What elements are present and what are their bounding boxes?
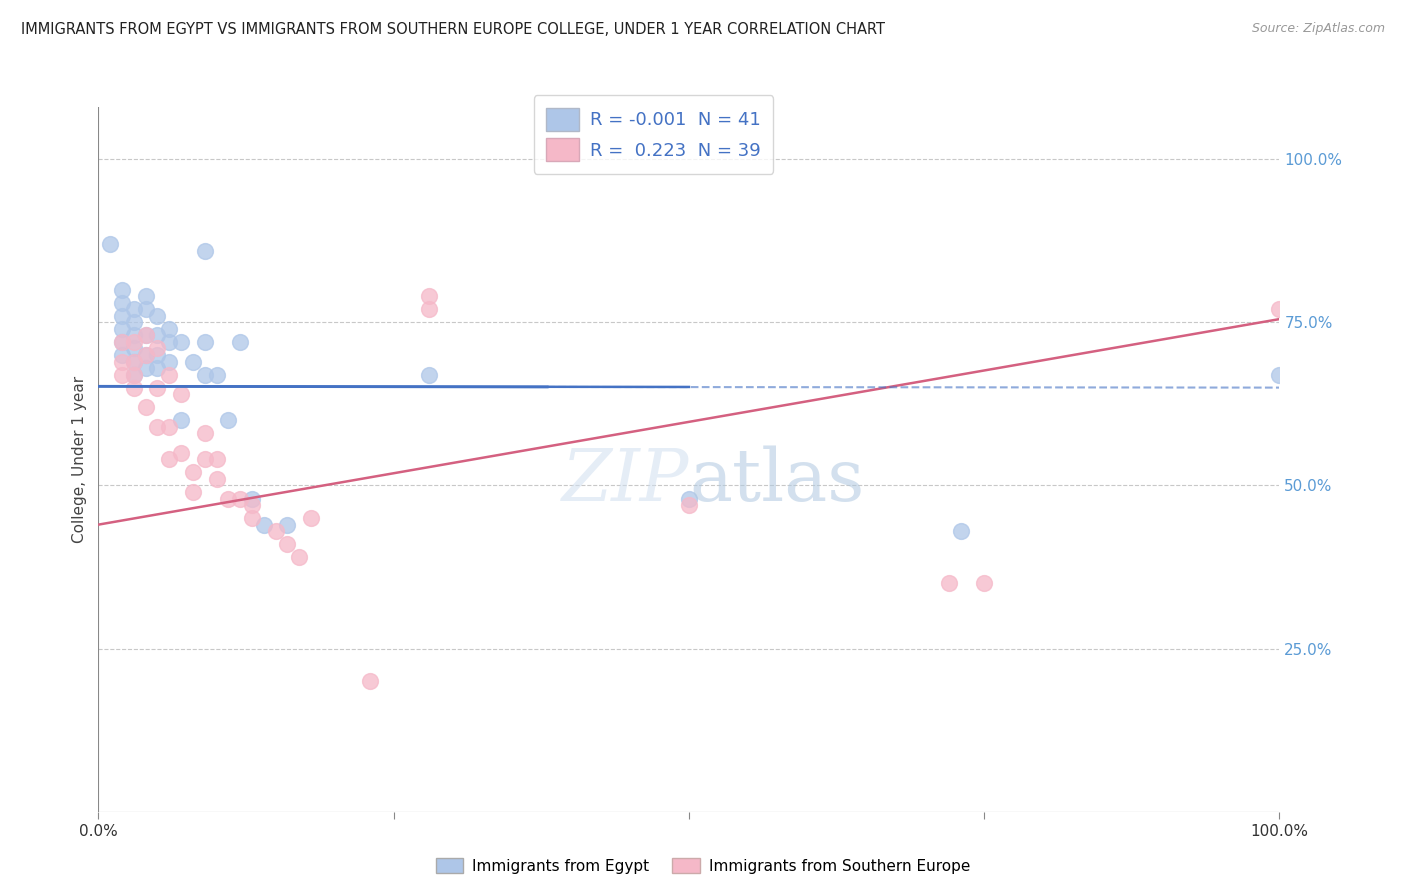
Point (111, 368, 134, 382)
Point (181, 466, 204, 480)
Point (111, 283, 134, 297)
Point (146, 309, 169, 323)
Point (111, 334, 134, 349)
Point (229, 491, 252, 506)
Point (122, 334, 145, 349)
Point (170, 446, 193, 460)
Point (253, 517, 276, 532)
Point (240, 511, 263, 525)
Point (146, 361, 169, 376)
Point (194, 334, 217, 349)
Point (1268, 302, 1291, 317)
Point (170, 387, 193, 401)
Point (157, 334, 180, 349)
Point (240, 491, 263, 506)
Point (194, 452, 217, 467)
Y-axis label: College, Under 1 year: College, Under 1 year (72, 376, 87, 543)
Point (135, 328, 157, 343)
Text: atlas: atlas (689, 445, 865, 516)
Point (205, 452, 228, 467)
Point (122, 368, 145, 382)
Point (146, 381, 169, 395)
Point (359, 674, 381, 689)
Point (973, 576, 995, 591)
Point (157, 322, 180, 336)
Point (299, 511, 322, 525)
Point (122, 328, 145, 343)
Point (98, 237, 121, 252)
Point (678, 498, 700, 512)
Point (276, 517, 298, 532)
Point (217, 491, 239, 506)
Point (157, 368, 180, 382)
Point (122, 302, 145, 317)
Point (217, 413, 239, 427)
Point (135, 348, 157, 362)
Point (146, 419, 169, 434)
Point (194, 368, 217, 382)
Text: Source: ZipAtlas.com: Source: ZipAtlas.com (1251, 22, 1385, 36)
Point (111, 334, 134, 349)
Point (111, 322, 134, 336)
Point (146, 328, 169, 343)
Point (135, 302, 157, 317)
Point (194, 426, 217, 441)
Point (146, 342, 169, 356)
Point (170, 413, 193, 427)
Point (122, 315, 145, 329)
Point (288, 550, 311, 565)
Point (111, 348, 134, 362)
Point (949, 524, 972, 538)
Point (111, 309, 134, 323)
Point (418, 289, 440, 303)
Point (157, 354, 180, 368)
Point (205, 472, 228, 486)
Point (157, 452, 180, 467)
Point (418, 302, 440, 317)
Point (135, 361, 157, 376)
Point (1268, 368, 1291, 382)
Point (122, 354, 145, 368)
Point (181, 485, 204, 500)
Text: IMMIGRANTS FROM EGYPT VS IMMIGRANTS FROM SOUTHERN EUROPE COLLEGE, UNDER 1 YEAR C: IMMIGRANTS FROM EGYPT VS IMMIGRANTS FROM… (21, 22, 886, 37)
Point (135, 289, 157, 303)
Point (135, 328, 157, 343)
Point (122, 368, 145, 382)
Point (135, 400, 157, 414)
Point (678, 491, 700, 506)
Point (276, 537, 298, 551)
Point (194, 244, 217, 258)
Point (122, 342, 145, 356)
Point (157, 419, 180, 434)
Legend: Immigrants from Egypt, Immigrants from Southern Europe: Immigrants from Egypt, Immigrants from S… (429, 852, 977, 880)
Point (205, 368, 228, 382)
Point (181, 354, 204, 368)
Point (938, 576, 960, 591)
Point (146, 348, 169, 362)
Point (264, 524, 287, 538)
Point (240, 498, 263, 512)
Point (111, 354, 134, 368)
Legend: R = -0.001  N = 41, R =  0.223  N = 39: R = -0.001 N = 41, R = 0.223 N = 39 (534, 95, 773, 174)
Point (122, 381, 145, 395)
Point (170, 334, 193, 349)
Point (111, 295, 134, 310)
Point (122, 354, 145, 368)
Point (418, 368, 440, 382)
Point (135, 348, 157, 362)
Point (229, 334, 252, 349)
Text: ZIP: ZIP (561, 445, 689, 516)
